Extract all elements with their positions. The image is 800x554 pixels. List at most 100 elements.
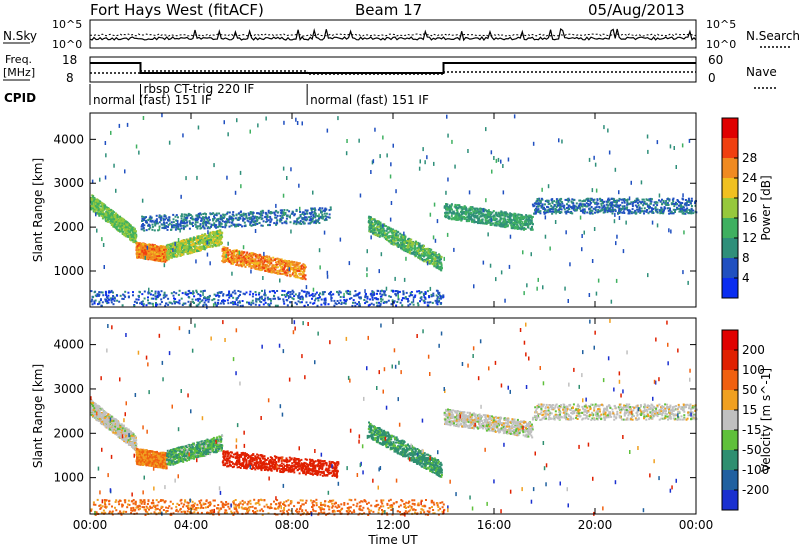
echo-cell bbox=[417, 241, 420, 244]
echo-cell bbox=[196, 227, 199, 230]
echo-cell bbox=[213, 213, 216, 216]
echo-cell bbox=[438, 268, 441, 271]
echo-cell bbox=[258, 256, 261, 259]
echo-cell bbox=[243, 263, 246, 266]
echo-cell bbox=[279, 209, 282, 212]
echo-cell bbox=[522, 217, 525, 220]
echo-cell bbox=[269, 257, 272, 260]
echo-cell bbox=[252, 262, 254, 265]
echo-cell bbox=[249, 257, 252, 260]
echo-cell bbox=[475, 212, 478, 215]
echo-cell bbox=[406, 240, 409, 242]
echo-cell bbox=[316, 220, 319, 223]
echo-cell bbox=[159, 256, 162, 259]
echo-cell bbox=[467, 214, 470, 217]
echo-cell bbox=[305, 216, 308, 219]
echo-cell bbox=[140, 245, 143, 247]
echo-cell bbox=[391, 241, 394, 244]
echo-cell bbox=[125, 235, 128, 238]
echo-cell bbox=[393, 234, 396, 237]
echo-cell bbox=[217, 240, 220, 243]
echo-cell bbox=[283, 259, 286, 262]
echo-cell bbox=[264, 259, 267, 262]
echo-cell bbox=[123, 219, 126, 222]
echo-cell bbox=[680, 210, 682, 213]
echo-cell bbox=[288, 262, 291, 265]
echo-cell bbox=[103, 207, 106, 210]
echo-cell bbox=[231, 250, 234, 253]
echo-cell bbox=[228, 217, 231, 220]
echo-cell bbox=[467, 218, 470, 221]
echo-cell bbox=[130, 237, 133, 240]
echo-cell bbox=[486, 212, 489, 214]
echo-cell bbox=[213, 238, 216, 241]
echo-cell bbox=[186, 216, 189, 219]
echo-cell bbox=[487, 219, 490, 222]
echo-cell bbox=[258, 221, 261, 224]
echo-cell bbox=[296, 219, 299, 222]
echo-cell bbox=[296, 269, 299, 272]
echo-cell bbox=[279, 214, 282, 217]
beam-label: Beam 17 bbox=[355, 1, 422, 19]
echo-cell bbox=[376, 220, 379, 222]
freq-label-2: [MHz] bbox=[3, 66, 35, 79]
echo-cell bbox=[235, 223, 238, 226]
echo-cell bbox=[219, 214, 222, 217]
echo-cell bbox=[419, 254, 421, 257]
echo-cell bbox=[174, 248, 177, 251]
echo-cell bbox=[203, 243, 206, 245]
echo-cell bbox=[421, 259, 424, 262]
echo-cell bbox=[219, 222, 222, 225]
echo-cell bbox=[162, 217, 165, 220]
echo-cell bbox=[228, 260, 231, 263]
echo-cell bbox=[215, 224, 218, 227]
echo-cell bbox=[511, 213, 514, 216]
echo-cell bbox=[145, 216, 147, 219]
echo-cell bbox=[236, 262, 239, 265]
echo-cell bbox=[155, 250, 158, 253]
echo-cell bbox=[374, 231, 377, 234]
echo-cell bbox=[288, 210, 291, 213]
echo-cell bbox=[181, 253, 184, 256]
echo-cell bbox=[292, 222, 295, 225]
echo-cell bbox=[103, 204, 106, 207]
echo-cell bbox=[492, 222, 495, 225]
echo-cell bbox=[173, 254, 176, 257]
echo-cell bbox=[519, 222, 522, 225]
echo-cell bbox=[263, 267, 265, 270]
echo-cell bbox=[289, 265, 292, 268]
freq-series bbox=[90, 62, 696, 74]
echo-cell bbox=[519, 221, 522, 224]
echo-cell bbox=[284, 264, 286, 267]
echo-cell bbox=[421, 254, 424, 257]
echo-cell bbox=[174, 228, 177, 231]
echo-cell bbox=[230, 262, 233, 265]
echo-cell bbox=[471, 214, 474, 217]
echo-cell bbox=[239, 258, 242, 261]
echo-cell bbox=[500, 222, 503, 225]
echo-cell bbox=[167, 253, 170, 256]
echo-cell bbox=[167, 219, 169, 221]
echo-cell bbox=[309, 213, 312, 215]
echo-cell bbox=[467, 212, 470, 215]
echo-cell bbox=[279, 220, 282, 223]
echo-cell bbox=[240, 215, 243, 218]
echo-cell bbox=[250, 217, 253, 220]
echo-cell bbox=[421, 250, 424, 252]
echo-cell bbox=[449, 207, 452, 210]
echo-cell bbox=[255, 260, 258, 263]
echo-cell bbox=[206, 235, 209, 238]
echo-cell bbox=[406, 242, 408, 245]
echo-cell bbox=[197, 237, 200, 239]
echo-cell bbox=[249, 211, 252, 213]
echo-cell bbox=[294, 220, 297, 223]
echo-cell bbox=[232, 251, 235, 254]
echo-cell bbox=[283, 261, 286, 264]
echo-cell bbox=[220, 225, 223, 228]
echo-cell bbox=[170, 250, 173, 253]
echo-cell bbox=[94, 204, 97, 207]
echo-cell bbox=[239, 256, 242, 259]
echo-cell bbox=[230, 224, 233, 227]
echo-cell bbox=[119, 224, 122, 227]
echo-cell bbox=[303, 276, 306, 279]
